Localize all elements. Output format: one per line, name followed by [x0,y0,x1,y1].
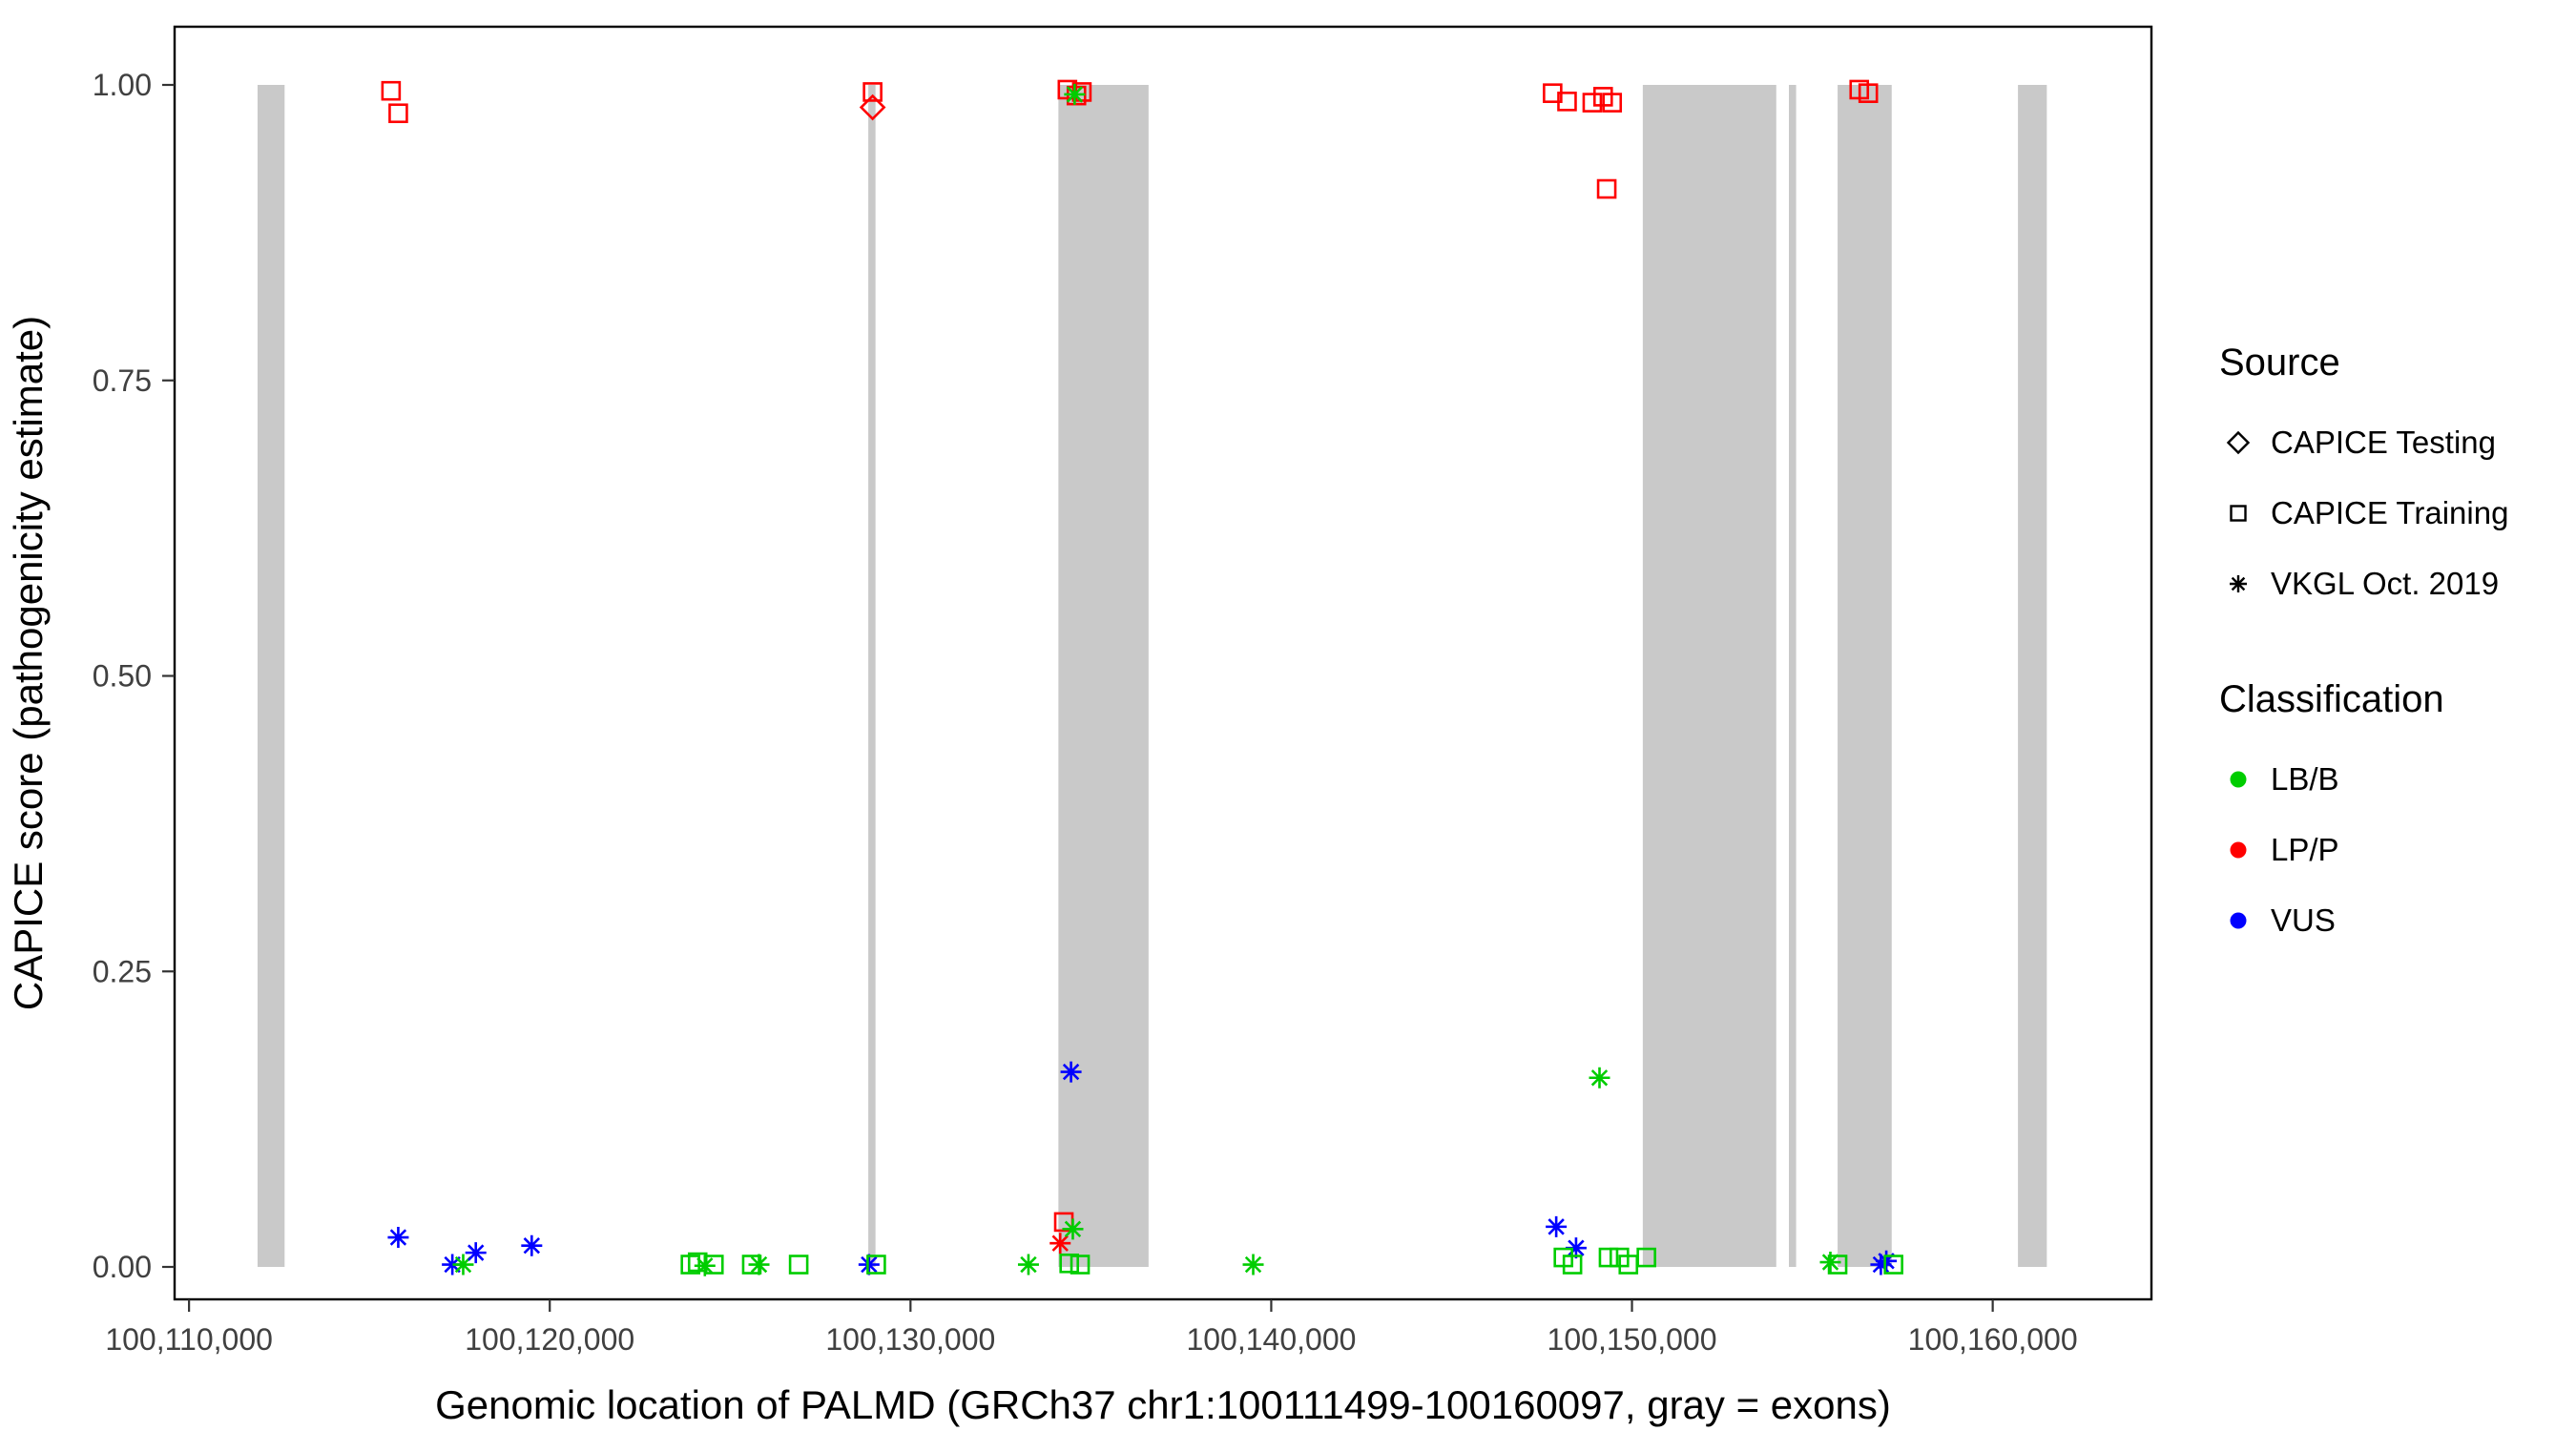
exon-band [1838,85,1892,1267]
y-tick-label: 0.50 [93,659,152,694]
data-point [1858,83,1879,103]
y-axis-title: CAPICE score (pathogenicity estimate) [6,316,51,1010]
data-point [1636,1247,1656,1268]
data-point [859,93,886,121]
x-tick-label: 100,130,000 [825,1322,995,1357]
data-point [1062,1218,1084,1240]
exon-band [2018,85,2047,1267]
legend-label: CAPICE Testing [2271,425,2496,460]
legend-label: VKGL Oct. 2019 [2271,566,2500,601]
data-point [442,1254,464,1275]
data-point [1049,1233,1071,1255]
x-tick-label: 100,150,000 [1548,1322,1717,1357]
legend-item-capice-testing: CAPICE Testing [2219,407,2508,478]
data-point [748,1254,770,1275]
x-tick-label: 100,120,000 [465,1322,634,1357]
legend-label: CAPICE Training [2271,495,2509,530]
legend-label: LP/P [2271,832,2339,867]
data-point [1876,1250,1898,1272]
data-point [1827,1255,1848,1275]
y-tick-label: 0.25 [93,954,152,988]
exon-band [257,85,285,1267]
square-icon [2230,505,2247,522]
blue-dot-icon [2230,912,2247,929]
data-point [1883,1255,1903,1275]
data-point [1017,1254,1039,1275]
data-point [1565,1237,1587,1259]
data-point [465,1242,487,1264]
diamond-icon [2226,430,2251,455]
legend-source-title: Source [2219,342,2340,384]
asterisk-icon [2230,575,2247,592]
data-point [1598,1247,1619,1268]
data-point [1870,1254,1892,1275]
green-dot-icon [2230,771,2247,788]
panel-border [173,25,2153,1301]
data-point [521,1234,543,1256]
data-point [388,103,408,124]
data-point [1582,93,1603,113]
y-tick-label: 1.00 [93,68,152,102]
y-tick-label: 0.00 [93,1250,152,1284]
data-point [1596,178,1617,199]
red-dot-icon [2230,841,2247,859]
legend-label: VUS [2271,902,2336,938]
data-point [452,1254,474,1275]
data-point [862,82,883,102]
data-point [1557,92,1577,112]
legend: Source CAPICE Testing CAPICE Training VK… [2219,342,2508,956]
data-point [1589,1067,1610,1089]
x-axis-title: Genomic location of PALMD (GRCh37 chr1:1… [435,1382,1891,1427]
legend-source-group: Source CAPICE Testing CAPICE Training VK… [2219,342,2508,619]
legend-item-lpp: LP/P [2219,815,2508,885]
data-point [788,1255,809,1275]
legend-item-vkgl: VKGL Oct. 2019 [2219,549,2508,619]
exon-band [1058,85,1149,1267]
data-point [381,80,402,101]
data-point [1819,1252,1841,1274]
data-point [1060,1061,1082,1083]
data-point [703,1255,724,1275]
data-point [1064,83,1086,105]
data-point [1070,1255,1091,1275]
data-point [387,1227,409,1249]
exon-band [868,85,876,1267]
data-point [1546,1215,1568,1237]
legend-item-vus: VUS [2219,885,2508,956]
x-tick-label: 100,160,000 [1908,1322,2078,1357]
x-tick-label: 100,140,000 [1186,1322,1356,1357]
legend-item-capice-training: CAPICE Training [2219,478,2508,549]
legend-classification-group: Classification LB/B LP/P VUS [2219,678,2508,956]
legend-item-lbb: LB/B [2219,744,2508,815]
legend-label: LB/B [2271,761,2339,797]
data-point [1562,1255,1583,1275]
data-point [1242,1254,1264,1275]
y-tick-label: 0.75 [93,363,152,398]
data-point [1602,93,1623,113]
legend-classification-title: Classification [2219,678,2444,720]
data-point [866,1255,886,1275]
data-point [1059,1253,1079,1274]
exon-band [1642,85,1776,1267]
exon-band [1789,85,1797,1267]
x-tick-label: 100,110,000 [105,1322,273,1357]
data-point [858,1254,880,1275]
